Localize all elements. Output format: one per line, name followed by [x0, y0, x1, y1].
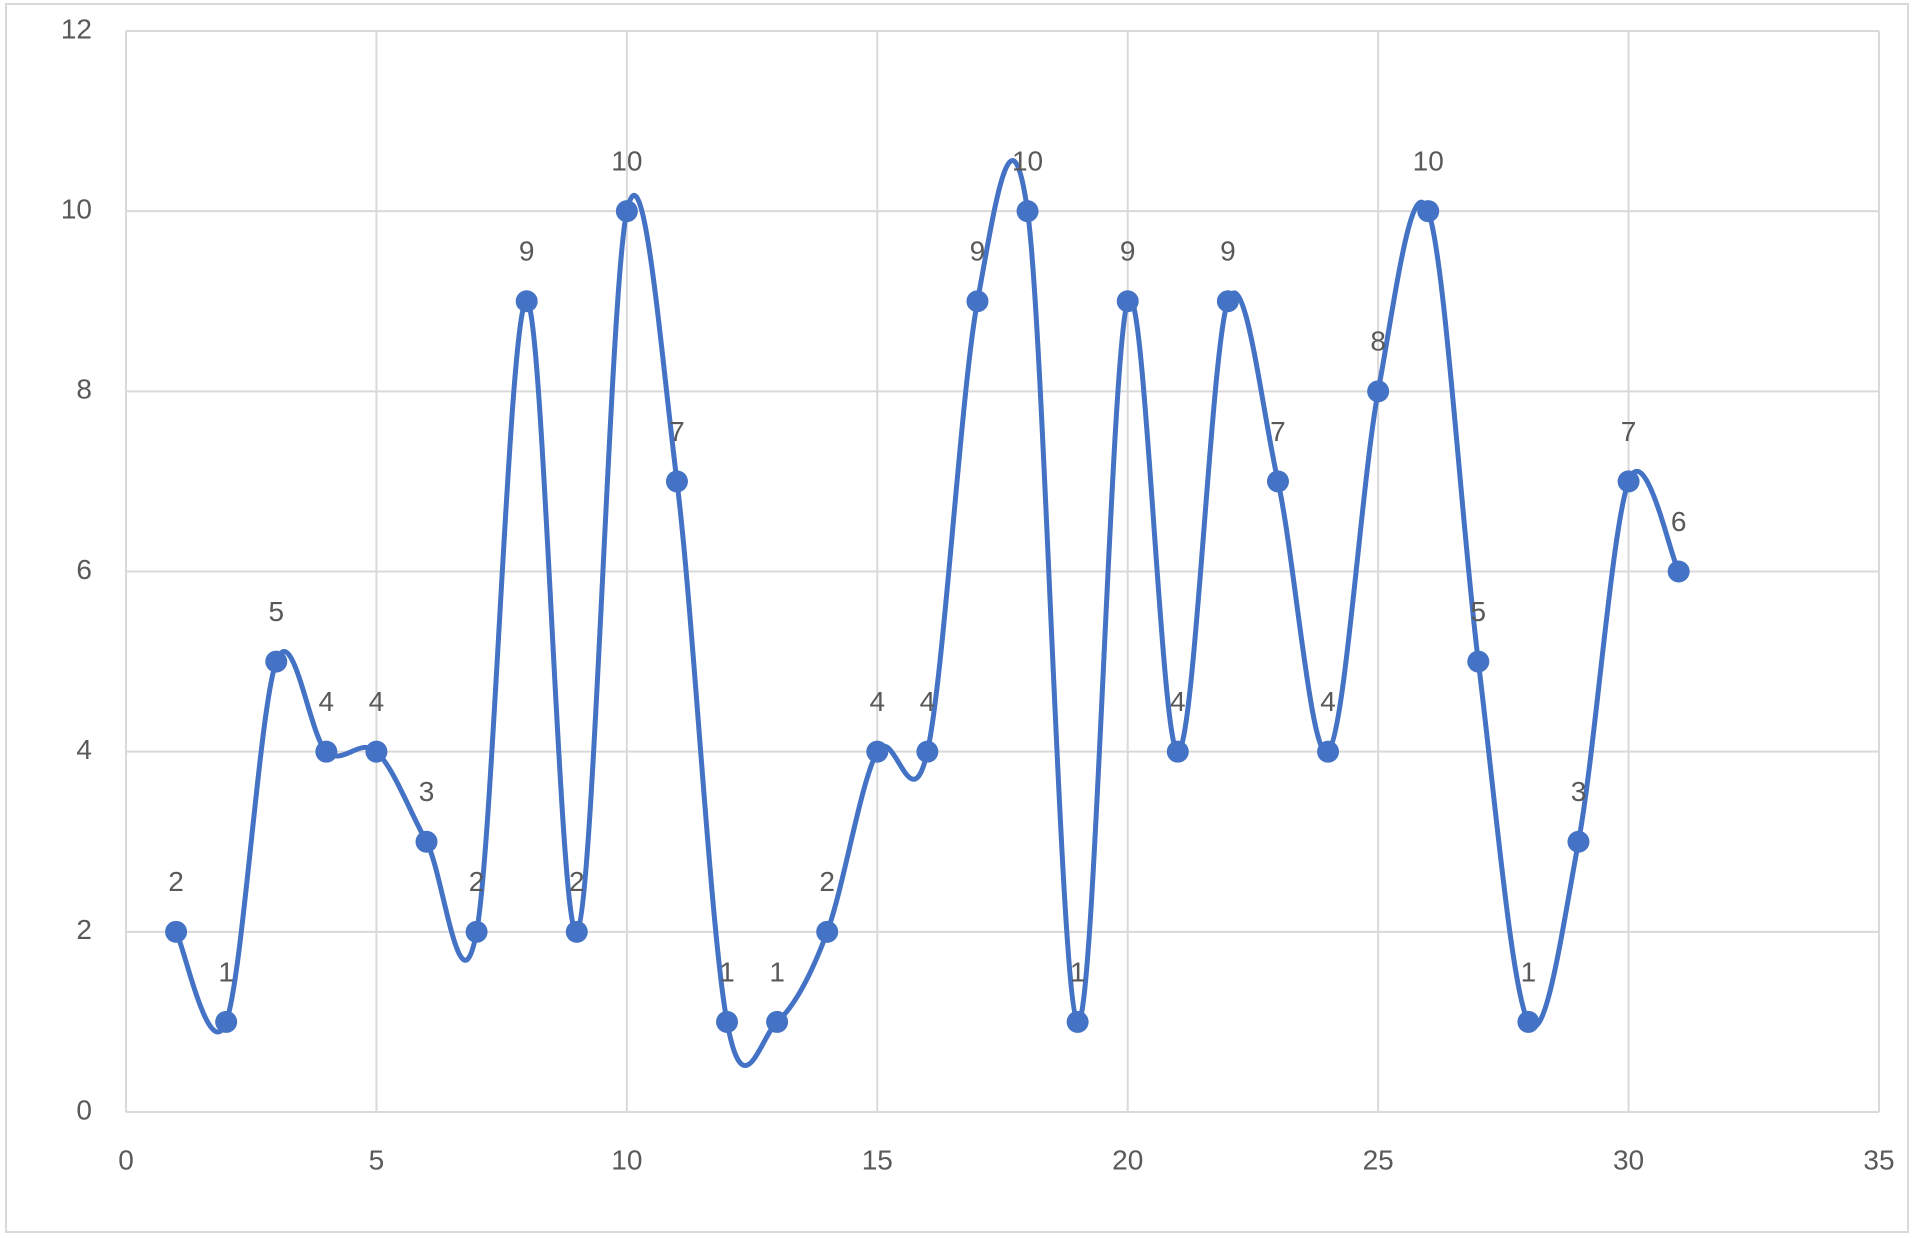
data-point [415, 830, 438, 853]
data-point [465, 920, 488, 943]
data-point [315, 740, 338, 763]
y-tick-label: 2 [76, 914, 92, 945]
data-point [1216, 290, 1239, 313]
x-tick-label: 20 [1112, 1144, 1143, 1175]
data-point [1016, 200, 1039, 223]
data-point [1667, 560, 1690, 583]
data-label: 2 [469, 866, 485, 897]
data-label: 2 [569, 866, 585, 897]
data-label: 2 [819, 866, 835, 897]
data-label: 4 [869, 686, 885, 717]
data-label: 4 [369, 686, 385, 717]
y-tick-label: 0 [76, 1094, 92, 1125]
data-label: 4 [920, 686, 936, 717]
data-point [1066, 1010, 1089, 1033]
x-tick-label: 30 [1613, 1144, 1644, 1175]
data-point [265, 650, 288, 673]
data-point [766, 1010, 789, 1033]
data-point [515, 290, 538, 313]
data-label: 1 [719, 956, 735, 987]
data-label: 10 [1413, 146, 1444, 177]
data-point [1317, 740, 1340, 763]
data-point [165, 920, 188, 943]
data-point [1517, 1010, 1540, 1033]
x-tick-label: 25 [1363, 1144, 1394, 1175]
data-label: 1 [1521, 956, 1537, 987]
data-point [966, 290, 989, 313]
data-label: 9 [519, 236, 535, 267]
y-tick-label: 4 [76, 734, 92, 765]
data-label: 9 [1120, 236, 1136, 267]
data-point [615, 200, 638, 223]
data-label: 10 [1012, 146, 1043, 177]
data-point [916, 740, 939, 763]
data-point [1166, 740, 1189, 763]
data-point [215, 1010, 238, 1033]
data-point [866, 740, 889, 763]
x-tick-label: 35 [1863, 1144, 1894, 1175]
data-label: 3 [1571, 776, 1587, 807]
y-tick-label: 12 [61, 13, 92, 44]
data-label: 2 [168, 866, 184, 897]
data-point [1617, 470, 1640, 493]
data-point [716, 1010, 739, 1033]
data-point [1266, 470, 1289, 493]
data-label: 7 [1621, 416, 1637, 447]
data-point [1567, 830, 1590, 853]
data-point [1467, 650, 1490, 673]
x-tick-label: 10 [611, 1144, 642, 1175]
data-label: 8 [1370, 326, 1386, 357]
data-label: 5 [268, 596, 284, 627]
data-label: 7 [669, 416, 685, 447]
data-point [365, 740, 388, 763]
x-tick-label: 0 [118, 1144, 134, 1175]
data-point [816, 920, 839, 943]
data-label: 10 [611, 146, 642, 177]
data-label: 3 [419, 776, 435, 807]
series-line [173, 158, 1681, 1068]
y-tick-label: 10 [61, 194, 92, 225]
data-label: 4 [319, 686, 335, 717]
x-tick-label: 15 [862, 1144, 893, 1175]
data-label: 9 [1220, 236, 1236, 267]
data-label: 1 [218, 956, 234, 987]
data-label: 6 [1671, 506, 1687, 537]
data-point [1417, 200, 1440, 223]
data-label: 4 [1170, 686, 1186, 717]
data-label: 7 [1270, 416, 1286, 447]
data-label: 4 [1320, 686, 1336, 717]
data-point [565, 920, 588, 943]
data-label: 1 [769, 956, 785, 987]
y-tick-label: 6 [76, 554, 92, 585]
data-point [1116, 290, 1139, 313]
data-label: 1 [1070, 956, 1086, 987]
chart-border [5, 3, 1909, 1233]
y-tick-label: 8 [76, 374, 92, 405]
data-point [1367, 380, 1390, 403]
data-label: 9 [970, 236, 986, 267]
x-tick-label: 5 [369, 1144, 385, 1175]
data-point [665, 470, 688, 493]
data-label: 5 [1471, 596, 1487, 627]
